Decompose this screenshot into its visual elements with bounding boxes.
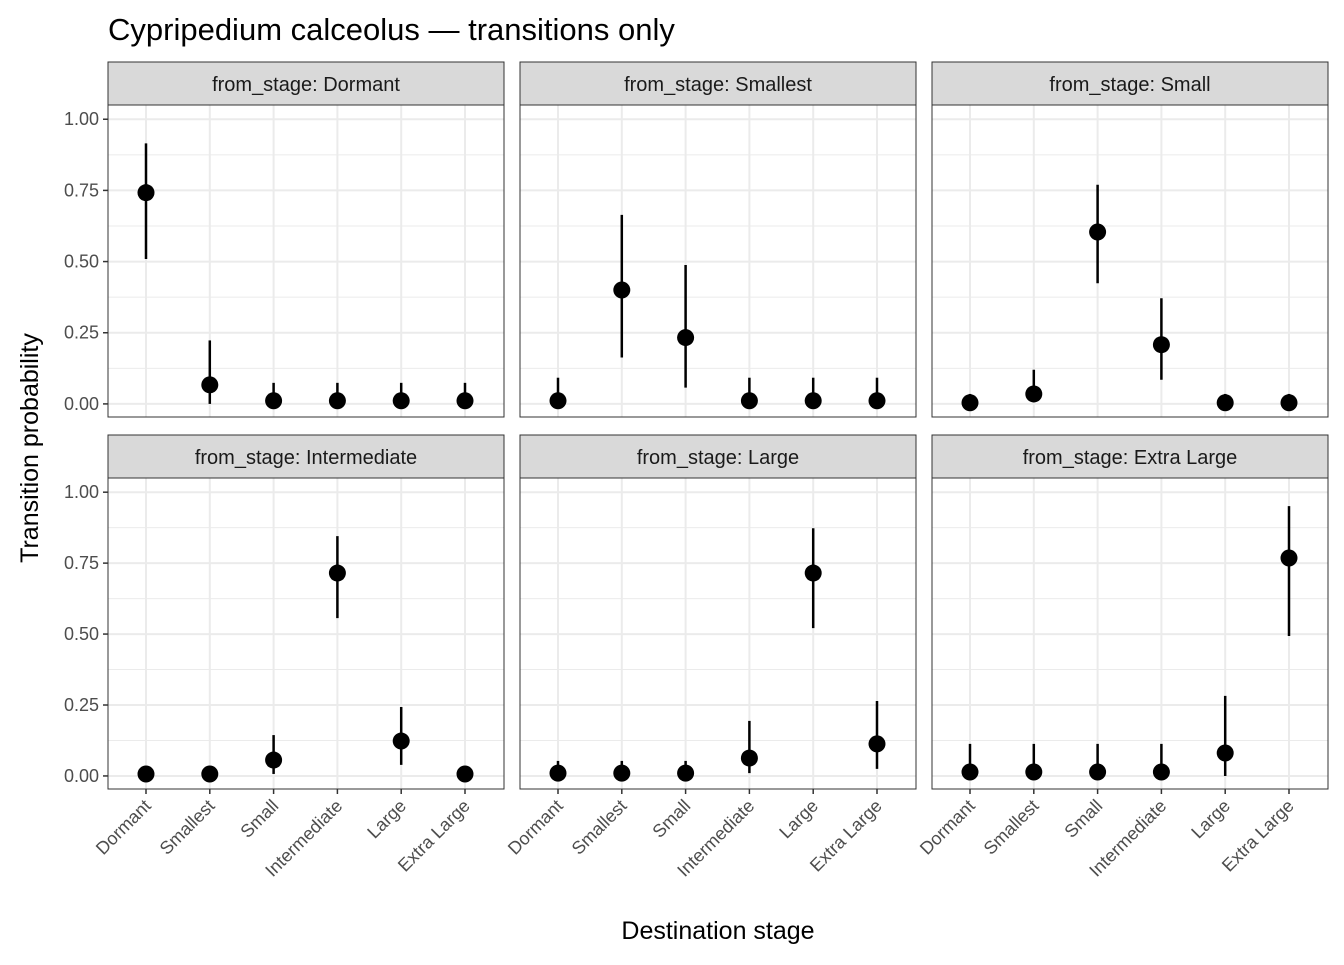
data-point — [1216, 744, 1234, 762]
data-point — [1089, 223, 1107, 241]
facet-strip — [519, 434, 917, 479]
x-tick-label: Small — [648, 796, 694, 842]
data-point — [1152, 336, 1170, 354]
panel-border — [931, 104, 1329, 418]
y-tick-label: 0.50 — [64, 624, 99, 644]
facet-strip-label: from_stage: Small — [1049, 74, 1210, 96]
y-tick-label: 0.75 — [64, 180, 99, 200]
data-point — [740, 749, 758, 767]
data-point — [456, 392, 474, 410]
data-point — [392, 732, 410, 750]
x-tick-label: Small — [236, 796, 282, 842]
x-tick-label: Smallest — [156, 796, 219, 859]
data-point — [137, 765, 155, 783]
data-point — [677, 764, 695, 782]
data-point — [1089, 763, 1107, 781]
data-point — [328, 564, 346, 582]
data-point — [392, 392, 410, 410]
data-point — [1216, 394, 1234, 412]
data-point — [137, 184, 155, 202]
y-tick-label: 1.00 — [64, 109, 99, 129]
x-tick-label: Small — [1060, 796, 1106, 842]
facet-strip-label: from_stage: Dormant — [212, 74, 400, 96]
facet-strip-label: from_stage: Smallest — [624, 74, 812, 96]
panel-border — [931, 477, 1329, 790]
chart-title: Cypripedium calceolus — transitions only — [108, 12, 675, 47]
data-point — [868, 735, 886, 753]
data-point — [1280, 549, 1298, 567]
data-point — [740, 392, 758, 410]
facet-strip — [107, 61, 505, 106]
facet-panel: from_stage: Dormant 0.00 0.25 0.50 0.75 1.00 — [64, 61, 505, 418]
data-point — [961, 763, 979, 781]
x-axis-label: Destination stage — [621, 917, 814, 945]
data-point — [804, 392, 822, 410]
facet-strip-label: from_stage: Extra Large — [1023, 447, 1238, 469]
y-tick-label: 0.50 — [64, 252, 99, 272]
x-tick-label: Large — [363, 796, 410, 843]
data-point — [613, 764, 631, 782]
panel-border — [519, 104, 917, 418]
y-tick-label: 0.75 — [64, 553, 99, 573]
x-tick-label: Smallest — [980, 796, 1043, 859]
data-point — [549, 392, 567, 410]
facet-panel: from_stage: Smallest — [519, 61, 917, 418]
data-point — [961, 394, 979, 412]
data-point — [1280, 394, 1298, 412]
data-point — [1025, 763, 1043, 781]
y-tick-label: 0.00 — [64, 394, 99, 414]
x-tick-label: Dormant — [916, 796, 979, 859]
data-point — [201, 376, 219, 394]
x-tick-label: Large — [775, 796, 822, 843]
data-point — [677, 329, 695, 347]
facet-strip — [931, 61, 1329, 106]
x-tick-label: Large — [1187, 796, 1234, 843]
x-tick-label: Smallest — [568, 796, 631, 859]
y-tick-label: 0.25 — [64, 695, 99, 715]
facet-strip — [107, 434, 505, 479]
x-tick-label: Dormant — [92, 796, 155, 859]
data-point — [804, 564, 822, 582]
data-point — [201, 765, 219, 783]
data-point — [613, 281, 631, 299]
data-point — [328, 392, 346, 410]
data-point — [1025, 385, 1043, 403]
data-point — [265, 392, 283, 410]
x-tick-label: Dormant — [504, 796, 567, 859]
panel-border — [519, 477, 917, 790]
y-tick-label: 1.00 — [64, 482, 99, 502]
y-tick-label: 0.25 — [64, 323, 99, 343]
y-axis-label: Transition probability — [16, 333, 44, 563]
facet-panel: from_stage: Extra Large Dormant Smallest Sm… — [916, 434, 1329, 881]
data-point — [868, 392, 886, 410]
data-point — [1152, 763, 1170, 781]
data-point — [265, 751, 283, 769]
facet-strip-label: from_stage: Large — [637, 447, 799, 469]
y-tick-label: 0.00 — [64, 766, 99, 786]
facet-panel: from_stage: Intermediate 0.00 0.25 0.50 0.75… — [64, 434, 505, 881]
data-point — [549, 764, 567, 782]
facet-panel: from_stage: Small — [931, 61, 1329, 418]
facet-strip-label: from_stage: Intermediate — [195, 447, 417, 469]
data-point — [456, 765, 474, 783]
